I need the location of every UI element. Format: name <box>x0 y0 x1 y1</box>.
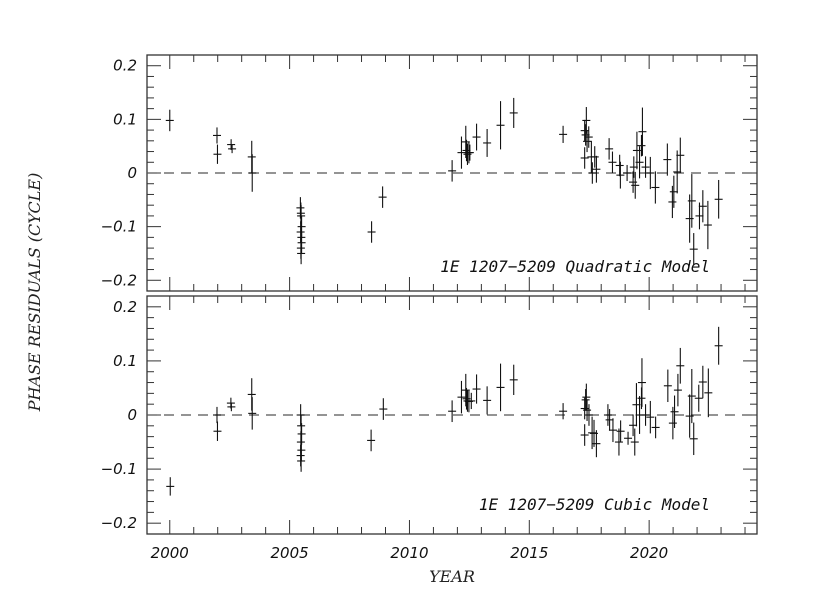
x-axis-title: YEAR <box>429 567 475 586</box>
x-tick-label: 2010 <box>390 544 428 562</box>
x-tick-label: 2015 <box>510 544 548 562</box>
y-tick-label: −0.2 <box>101 271 137 289</box>
y-tick-label: 0 <box>127 164 137 182</box>
x-tick-label: 2000 <box>151 544 189 562</box>
y-tick-label: 0.2 <box>113 298 137 316</box>
y-tick-label: −0.2 <box>101 514 137 532</box>
y-axis-title: PHASE RESIDUALS (CYCLE) <box>25 173 44 413</box>
x-tick-label: 2020 <box>630 544 668 562</box>
panel-label-quadratic: 1E 1207−5209 Quadratic Model <box>440 257 710 276</box>
x-tick-label: 2005 <box>271 544 309 562</box>
y-tick-label: 0.2 <box>113 57 137 75</box>
y-tick-label: −0.1 <box>101 218 137 236</box>
y-tick-label: −0.1 <box>101 460 137 478</box>
y-tick-label: 0 <box>127 406 137 424</box>
y-tick-label: 0.1 <box>113 352 137 370</box>
y-tick-label: 0.1 <box>113 110 137 128</box>
panel-label-cubic: 1E 1207−5209 Cubic Model <box>479 495 710 514</box>
